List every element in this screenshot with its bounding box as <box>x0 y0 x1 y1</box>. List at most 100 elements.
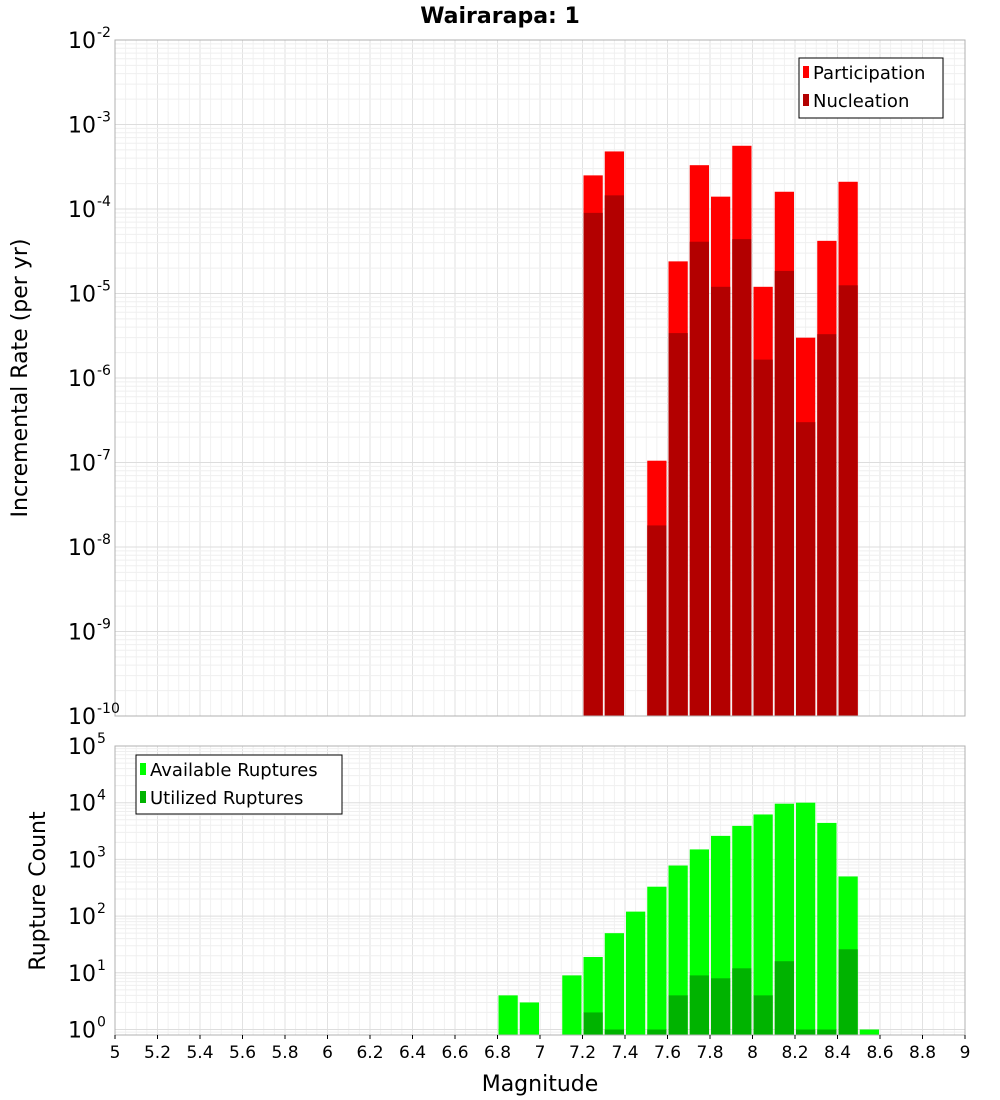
x-tick-label: 9 <box>960 1043 971 1063</box>
count-bar-b <box>753 995 773 1035</box>
count-bar-a <box>562 975 582 1035</box>
count-y-tick-exponent: 1 <box>97 958 106 974</box>
rate-y-tick-label: 10 <box>68 621 96 646</box>
rate-y-tick-exponent: -2 <box>97 25 111 41</box>
count-bar-a <box>668 865 688 1035</box>
count-y-tick-label: 10 <box>68 905 96 930</box>
rate-y-tick-label: 10 <box>68 283 96 308</box>
chart-title: Wairarapa: 1 <box>420 4 580 29</box>
rate-y-tick-exponent: -5 <box>97 279 111 295</box>
count-bar-b <box>604 1029 624 1035</box>
rate-y-tick-label: 10 <box>68 367 96 392</box>
legend-label-nucleation: Nucleation <box>813 91 909 112</box>
legend-label-available-ruptures: Available Ruptures <box>150 760 318 781</box>
count-y-tick-exponent: 5 <box>97 731 106 747</box>
count-y-tick-exponent: 2 <box>97 901 106 917</box>
x-tick-label: 8.6 <box>866 1043 893 1063</box>
legend-label-utilized-ruptures: Utilized Ruptures <box>150 788 303 809</box>
count-bar-a <box>859 1029 879 1035</box>
rate-y-tick-exponent: -10 <box>97 701 120 717</box>
rate-y-tick-label: 10 <box>68 452 96 477</box>
x-tick-label: 5.6 <box>229 1043 256 1063</box>
rate-y-tick-exponent: -6 <box>97 363 111 379</box>
count-bar-b <box>774 961 794 1035</box>
x-tick-label: 7.6 <box>654 1043 681 1063</box>
x-tick-label: 6.8 <box>484 1043 511 1063</box>
count-bar-a <box>498 995 518 1035</box>
rate-y-tick-label: 10 <box>68 114 96 139</box>
rate-legend: Participation Nucleation <box>798 57 944 119</box>
legend-swatch-nucleation <box>803 94 809 106</box>
rate-bar-b <box>583 212 603 716</box>
count-bar-b <box>817 1029 837 1035</box>
count-bar-b <box>796 1029 816 1035</box>
rate-bars <box>583 145 858 717</box>
legend-label-participation: Participation <box>813 63 925 84</box>
count-bar-a <box>647 886 667 1035</box>
x-tick-label: 7.8 <box>696 1043 723 1063</box>
x-tick-label: 8.4 <box>824 1043 851 1063</box>
rate-y-tick-label: 10 <box>68 536 96 561</box>
x-tick-label: 6 <box>322 1043 333 1063</box>
rate-y-tick-label: 10 <box>68 29 96 54</box>
x-tick-label: 8.2 <box>781 1043 808 1063</box>
magnitude-x-ticks: 5 5.2 5.4 5.6 5.8 6 6.2 6.4 6.6 6.8 7 7.2 7.4 7.6 7.8 8… <box>110 1035 971 1063</box>
rate-y-tick-label: 10 <box>68 705 96 730</box>
rate-bar-b <box>732 239 752 717</box>
rate-y-tick-exponent: -3 <box>97 110 111 126</box>
rate-y-tick-exponent: -9 <box>97 617 111 633</box>
rate-legend-box <box>798 57 944 119</box>
count-legend-box <box>135 754 343 815</box>
x-tick-label: 6.2 <box>356 1043 383 1063</box>
count-y-tick-label: 10 <box>68 848 96 873</box>
count-bar-a <box>519 1002 539 1035</box>
count-y-tick-exponent: 0 <box>97 1015 106 1031</box>
x-tick-label: 5.2 <box>144 1043 171 1063</box>
count-bar-b <box>689 975 709 1035</box>
rate-bar-b <box>689 241 709 716</box>
rate-bar-b <box>668 333 688 716</box>
rate-grid <box>114 39 966 717</box>
x-tick-label: 7 <box>535 1043 546 1063</box>
x-tick-label: 7.4 <box>611 1043 638 1063</box>
x-tick-label: 5.4 <box>186 1043 213 1063</box>
count-y-tick-label: 10 <box>68 1019 96 1044</box>
rate-bar-b <box>647 525 667 716</box>
x-axis-label: Magnitude <box>482 1072 599 1097</box>
count-bar-b <box>647 1029 667 1035</box>
x-tick-label: 8.8 <box>909 1043 936 1063</box>
count-bar-a <box>817 822 837 1035</box>
rate-bar-b <box>753 359 773 716</box>
x-tick-label: 6.4 <box>399 1043 426 1063</box>
rate-bar-b <box>604 195 624 717</box>
count-bar-b <box>668 995 688 1035</box>
legend-swatch-available <box>140 763 146 775</box>
legend-swatch-utilized <box>140 791 146 803</box>
x-tick-label: 7.2 <box>569 1043 596 1063</box>
count-bar-b <box>732 968 752 1035</box>
count-bar-a <box>796 802 816 1035</box>
count-bar-a <box>604 933 624 1035</box>
x-tick-label: 5.8 <box>271 1043 298 1063</box>
rate-plot-border <box>114 39 966 717</box>
rate-y-tick-label: 10 <box>68 198 96 223</box>
count-y-tick-exponent: 3 <box>97 844 106 860</box>
legend-swatch-participation <box>803 66 809 78</box>
count-bar-a <box>626 911 646 1035</box>
count-y-axis-label: Rupture Count <box>26 811 51 971</box>
count-bar-b <box>583 1012 603 1035</box>
rate-bar-b <box>817 334 837 716</box>
count-y-tick-exponent: 4 <box>97 788 106 804</box>
rate-y-axis-label: Incremental Rate (per yr) <box>8 239 33 518</box>
count-legend: Available Ruptures Utilized Ruptures <box>135 754 343 815</box>
count-y-tick-label: 10 <box>68 735 96 760</box>
rate-bar-b <box>711 286 731 716</box>
count-bar-b <box>711 978 731 1035</box>
count-y-tick-label: 10 <box>68 792 96 817</box>
x-tick-label: 5 <box>110 1043 121 1063</box>
rate-y-tick-exponent: -8 <box>97 532 111 548</box>
